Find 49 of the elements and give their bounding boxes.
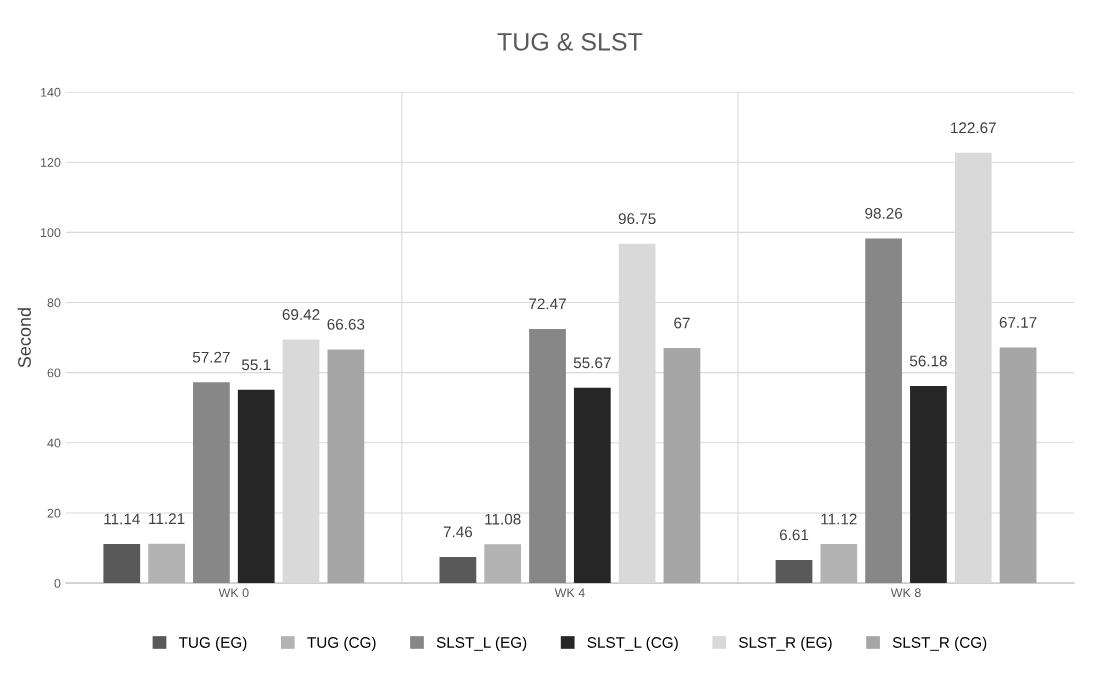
bar <box>193 382 230 584</box>
bar <box>237 389 275 584</box>
data-label: 7.46 <box>443 526 473 538</box>
y-tick-label: 140 <box>41 87 61 97</box>
legend-label: SLST_R (EG) <box>739 636 832 651</box>
y-tick-label: 80 <box>47 298 61 308</box>
data-label: 11.21 <box>149 513 185 524</box>
bar <box>663 348 701 584</box>
legend-label: SLST_R (CG) <box>892 636 987 651</box>
bar <box>999 347 1037 584</box>
y-axis-title: Second <box>17 308 31 368</box>
y-tick-label: 120 <box>41 158 61 167</box>
data-label: 72.47 <box>529 298 566 310</box>
data-label: 96.75 <box>618 213 656 225</box>
data-label: 56.18 <box>909 355 947 367</box>
bar <box>910 386 947 584</box>
bar <box>573 387 611 584</box>
x-tick-label: WK 8 <box>890 588 921 598</box>
bar <box>865 238 902 584</box>
bar <box>103 544 141 584</box>
bar <box>529 328 566 584</box>
x-tick-label: WK 0 <box>218 588 249 598</box>
y-tick-label: 100 <box>41 228 61 238</box>
data-label: 66.63 <box>327 318 365 330</box>
y-tick-label: 60 <box>47 368 61 378</box>
data-label: 55.1 <box>241 359 271 371</box>
y-tick-label: 0 <box>54 578 61 588</box>
legend-label: TUG (EG) <box>178 636 247 651</box>
legend-label: SLST_L (EG) <box>436 636 527 651</box>
y-tick-label: 20 <box>47 508 61 518</box>
bar <box>775 559 813 584</box>
data-label: 11.12 <box>821 513 857 525</box>
legend-label: SLST_L (CG) <box>587 636 678 651</box>
data-label: 55.67 <box>573 357 611 369</box>
y-tick-label: 40 <box>47 438 61 448</box>
x-tick-label: WK 4 <box>554 588 585 598</box>
bar <box>327 349 365 584</box>
data-label: 67.17 <box>999 317 1037 328</box>
data-label: 11.14 <box>104 513 140 525</box>
chart-title: TUG & SLST <box>497 32 643 51</box>
legend-label: TUG (CG) <box>307 636 376 651</box>
data-label: 122.67 <box>951 122 996 134</box>
data-label: 67 <box>674 317 690 329</box>
bar <box>439 556 477 584</box>
data-label: 57.27 <box>192 351 230 363</box>
data-label: 98.26 <box>865 207 903 219</box>
data-label: 6.61 <box>779 529 809 541</box>
data-label: 69.42 <box>282 309 320 320</box>
data-label: 11.08 <box>485 513 521 525</box>
